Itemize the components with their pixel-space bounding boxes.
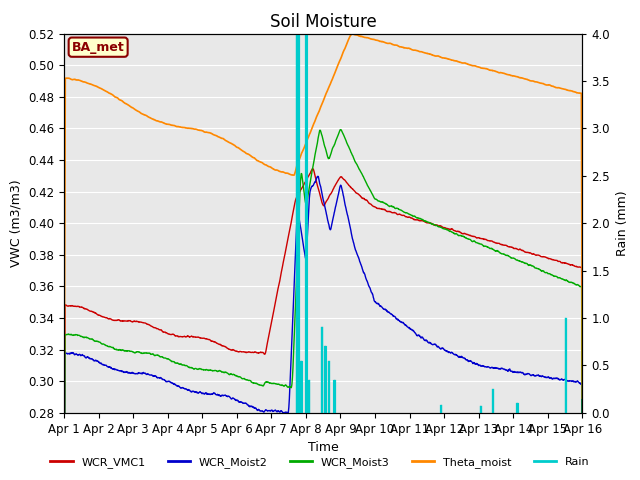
X-axis label: Time: Time	[308, 441, 339, 454]
Y-axis label: Rain (mm): Rain (mm)	[616, 191, 628, 256]
Y-axis label: VWC (m3/m3): VWC (m3/m3)	[10, 180, 22, 267]
Text: BA_met: BA_met	[72, 41, 125, 54]
Title: Soil Moisture: Soil Moisture	[270, 12, 376, 31]
Legend: WCR_VMC1, WCR_Moist2, WCR_Moist3, Theta_moist, Rain: WCR_VMC1, WCR_Moist2, WCR_Moist3, Theta_…	[46, 452, 594, 472]
